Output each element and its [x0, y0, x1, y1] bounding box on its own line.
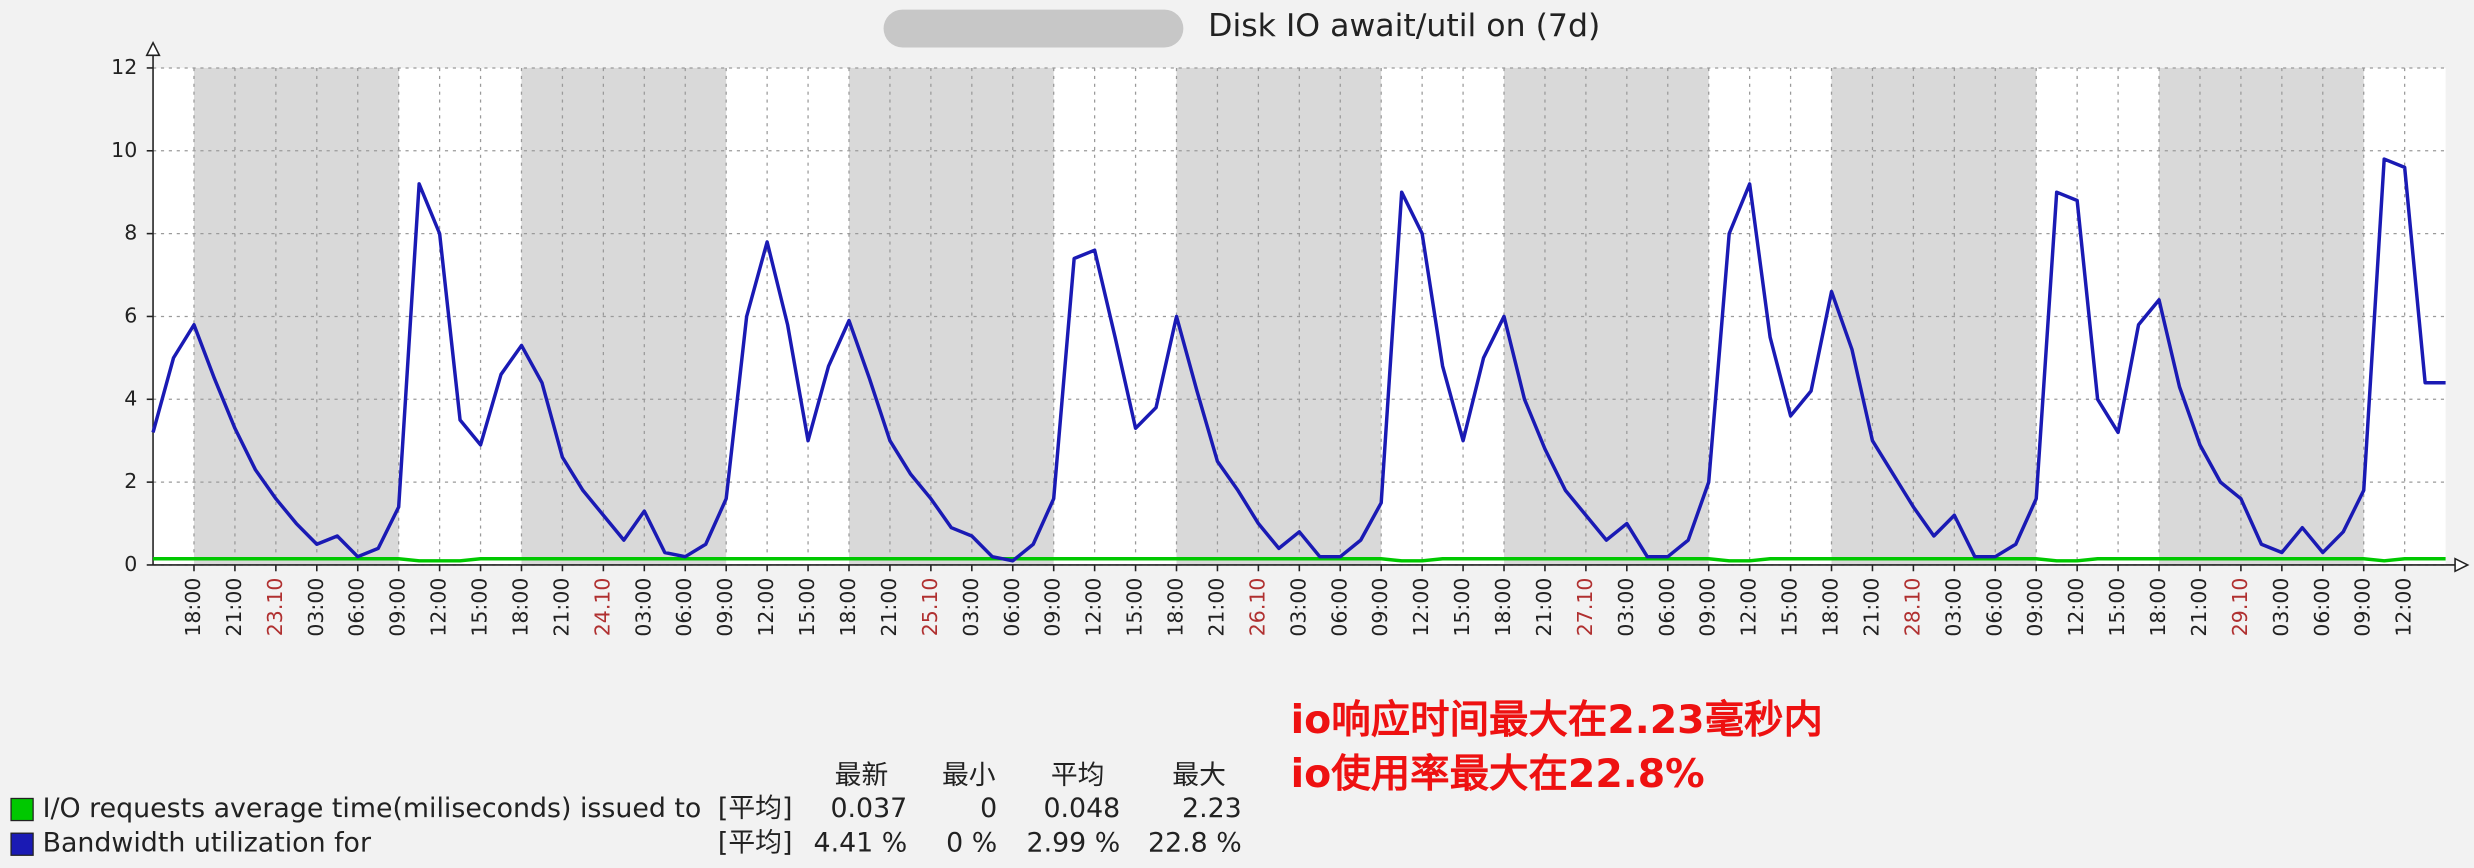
x-tick-label: 03:00	[631, 578, 655, 637]
x-tick-label: 09:00	[2023, 578, 2047, 637]
legend-stat: 4.41 %	[814, 828, 908, 859]
x-tick-label: 03:00	[1614, 578, 1638, 637]
annotation: io使用率最大在22.8%	[1291, 751, 1705, 797]
x-tick-label: 03:00	[959, 578, 983, 637]
x-tick-label: 24.10	[590, 578, 614, 637]
x-tick-label: 06:00	[1327, 578, 1351, 637]
legend-swatch	[10, 832, 34, 856]
legend-func: [平均]	[718, 793, 793, 824]
x-tick-label: 21:00	[549, 578, 573, 637]
y-tick-label: 2	[124, 469, 137, 493]
x-tick-label: 21:00	[1204, 578, 1228, 637]
x-tick-label: 15:00	[468, 578, 492, 637]
legend-stat: 2.99 %	[1027, 828, 1121, 859]
x-tick-label: 21:00	[877, 578, 901, 637]
x-tick-label: 21:00	[1532, 578, 1556, 637]
annotation: io响应时间最大在2.23毫秒内	[1291, 697, 1823, 743]
y-tick-label: 10	[111, 138, 137, 162]
night-shade	[521, 67, 727, 565]
x-tick-label: 12:00	[1737, 578, 1761, 637]
legend-stat: 2.23	[1182, 793, 1242, 824]
redacted	[883, 9, 1184, 48]
x-tick-label: 12:00	[754, 578, 778, 637]
series-line	[151, 157, 2446, 563]
legend-stat: 0	[980, 793, 997, 824]
x-tick-label: 06:00	[345, 578, 369, 637]
x-tick-label: 18:00	[1164, 578, 1188, 637]
x-tick-label: 18:00	[1819, 578, 1843, 637]
legend-header: 最新	[835, 760, 889, 791]
legend-func: [平均]	[718, 828, 793, 859]
x-tick-label: 26.10	[1245, 578, 1269, 637]
y-tick-label: 4	[124, 386, 137, 410]
x-tick-label: 03:00	[1941, 578, 1965, 637]
x-tick-label: 06:00	[1655, 578, 1679, 637]
x-tick-label: 21:00	[1859, 578, 1883, 637]
x-tick-label: 12:00	[2392, 578, 2416, 637]
legend-header: 最大	[1172, 760, 1226, 791]
x-tick-label: 21:00	[222, 578, 246, 637]
x-tick-label: 23.10	[263, 578, 287, 637]
x-tick-label: 06:00	[672, 578, 696, 637]
x-axis-arrow	[2454, 557, 2470, 573]
x-tick-label: 12:00	[427, 578, 451, 637]
x-tick-label: 06:00	[1982, 578, 2006, 637]
legend-name: Bandwidth utilization for	[43, 828, 372, 859]
x-tick-label: 18:00	[508, 578, 532, 637]
x-tick-label: 18:00	[181, 578, 205, 637]
x-tick-label: 12:00	[2064, 578, 2088, 637]
x-tick-label: 15:00	[1778, 578, 1802, 637]
x-tick-label: 15:00	[1123, 578, 1147, 637]
legend-stat: 0.037	[830, 793, 907, 824]
x-tick-label: 06:00	[2310, 578, 2334, 637]
x-tick-label: 25.10	[918, 578, 942, 637]
x-tick-label: 09:00	[1368, 578, 1392, 637]
x-tick-label: 06:00	[1000, 578, 1024, 637]
legend-stat: 22.8 %	[1148, 828, 1242, 859]
x-tick-label: 18:00	[836, 578, 860, 637]
x-tick-label: 09:00	[386, 578, 410, 637]
x-tick-label: 18:00	[2146, 578, 2170, 637]
x-tick-label: 29.10	[2228, 578, 2252, 637]
legend-stat: 0.048	[1043, 793, 1120, 824]
x-tick-label: 09:00	[1041, 578, 1065, 637]
legend-name: I/O requests average time(miliseconds) i…	[43, 793, 702, 824]
y-axis-arrow	[145, 40, 161, 57]
x-tick-label: 09:00	[713, 578, 737, 637]
legend-header: 最小	[942, 760, 996, 791]
x-tick-label: 21:00	[2187, 578, 2211, 637]
legend-swatch	[10, 797, 34, 822]
y-tick-label: 6	[124, 303, 137, 327]
x-tick-label: 09:00	[2351, 578, 2375, 637]
y-tick-label: 8	[124, 221, 137, 245]
x-tick-label: 03:00	[2269, 578, 2293, 637]
x-tick-label: 03:00	[304, 578, 328, 637]
x-tick-label: 15:00	[2105, 578, 2129, 637]
x-tick-label: 27.10	[1573, 578, 1597, 637]
x-tick-label: 18:00	[1491, 578, 1515, 637]
x-tick-label: 03:00	[1286, 578, 1310, 637]
y-tick-label: 12	[111, 55, 137, 79]
x-tick-label: 09:00	[1696, 578, 1720, 637]
x-tick-label: 12:00	[1082, 578, 1106, 637]
night-shade	[1831, 67, 2037, 565]
series-line	[153, 557, 2446, 563]
y-tick-label: 0	[124, 552, 137, 576]
legend-stat: 0 %	[946, 828, 997, 859]
night-shade	[1176, 67, 1382, 565]
chart-title: Disk IO await/util on (7d)	[1208, 8, 1600, 44]
x-tick-label: 15:00	[1450, 578, 1474, 637]
x-tick-label: 15:00	[795, 578, 819, 637]
x-tick-label: 28.10	[1900, 578, 1924, 637]
legend-header: 平均	[1051, 760, 1105, 791]
x-tick-label: 12:00	[1409, 578, 1433, 637]
